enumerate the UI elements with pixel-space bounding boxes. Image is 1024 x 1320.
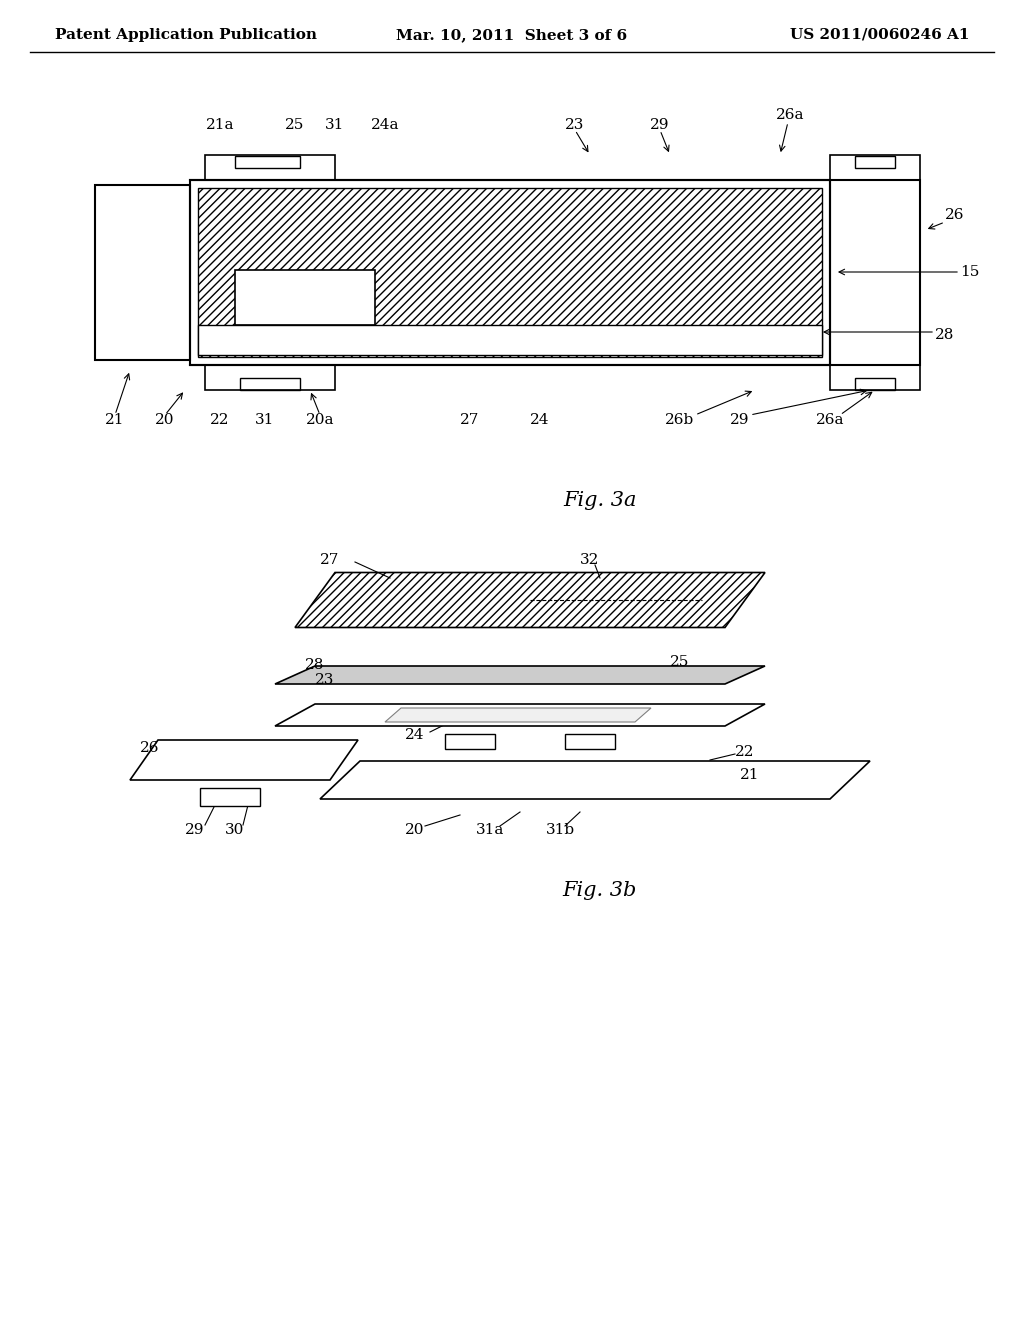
Bar	[240, 378, 300, 389]
Polygon shape	[275, 704, 765, 726]
Text: 26: 26	[140, 741, 160, 755]
Bar	[234, 156, 300, 168]
Bar	[190, 180, 830, 366]
Polygon shape	[295, 573, 765, 627]
Bar	[830, 366, 920, 389]
Text: 27: 27	[321, 553, 340, 568]
Text: 20: 20	[156, 413, 175, 426]
Polygon shape	[130, 741, 358, 780]
Text: 28: 28	[305, 657, 325, 672]
Bar	[198, 325, 822, 355]
Bar	[855, 378, 895, 389]
Bar	[205, 154, 335, 180]
Polygon shape	[275, 667, 765, 684]
Text: 31b: 31b	[546, 822, 574, 837]
Text: US 2011/0060246 A1: US 2011/0060246 A1	[791, 28, 970, 42]
Polygon shape	[200, 788, 260, 807]
Text: 26b: 26b	[666, 413, 694, 426]
Bar	[830, 180, 920, 366]
Bar	[95, 185, 190, 360]
Bar	[855, 156, 895, 168]
Text: Mar. 10, 2011  Sheet 3 of 6: Mar. 10, 2011 Sheet 3 of 6	[396, 28, 628, 42]
Text: 21a: 21a	[206, 117, 234, 132]
Text: 20: 20	[406, 822, 425, 837]
Text: 26a: 26a	[816, 413, 844, 426]
Text: 29: 29	[730, 413, 750, 426]
Text: 31a: 31a	[476, 822, 504, 837]
Text: 31: 31	[326, 117, 345, 132]
Text: 26: 26	[945, 209, 965, 222]
Polygon shape	[319, 762, 870, 799]
Text: Patent Application Publication: Patent Application Publication	[55, 28, 317, 42]
Text: 30: 30	[225, 822, 245, 837]
Text: 32: 32	[581, 553, 600, 568]
Text: 22: 22	[210, 413, 229, 426]
Bar	[198, 187, 822, 356]
Text: 21: 21	[105, 413, 125, 426]
Text: 21: 21	[740, 768, 760, 781]
Text: 23: 23	[565, 117, 585, 132]
Text: Fig. 3b: Fig. 3b	[563, 880, 637, 899]
Text: 29: 29	[650, 117, 670, 132]
Text: 31: 31	[255, 413, 274, 426]
Text: 29: 29	[185, 822, 205, 837]
Text: 20a: 20a	[306, 413, 334, 426]
Text: Fig. 3a: Fig. 3a	[563, 491, 637, 510]
Text: 25: 25	[671, 655, 690, 669]
Text: 22: 22	[735, 744, 755, 759]
Bar	[830, 154, 920, 180]
Bar	[234, 271, 375, 325]
Text: 23: 23	[315, 673, 335, 686]
Bar	[205, 366, 335, 389]
Text: 15: 15	[961, 265, 980, 279]
Text: 28: 28	[935, 327, 954, 342]
Text: 24: 24	[406, 729, 425, 742]
Text: 26a: 26a	[776, 108, 804, 121]
Polygon shape	[445, 734, 495, 748]
Text: 24a: 24a	[371, 117, 399, 132]
Text: 25: 25	[286, 117, 305, 132]
Polygon shape	[385, 708, 651, 722]
Text: 27: 27	[461, 413, 479, 426]
Text: 24: 24	[530, 413, 550, 426]
Polygon shape	[565, 734, 615, 748]
